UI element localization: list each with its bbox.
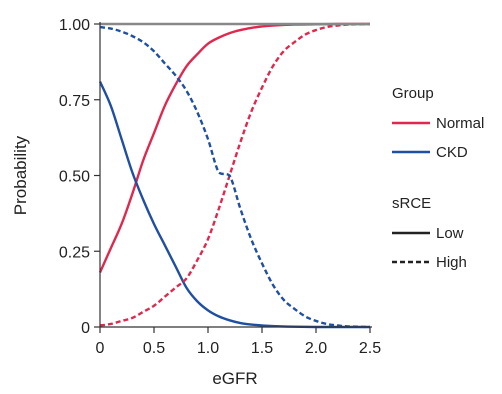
axes: 0 0.5 1.0 1.5 2.0 2.5 00.250.500.751.00 eGFR … [11,17,381,388]
legend-label: CKD [436,144,468,161]
x-ticks: 0 0.5 1.0 1.5 2.0 2.5 [96,327,381,357]
legend-title: sRCE [392,195,431,212]
legend-title: Group [392,85,434,102]
series-line-normal-low [98,22,370,273]
legend-label: Normal [436,115,484,132]
series-line-ckd-low [98,81,370,329]
x-tick-label: 2.5 [359,340,381,357]
x-tick-label: 1.0 [197,340,219,357]
y-tick-label: 0.25 [59,244,90,261]
x-tick-label: 1.5 [251,340,273,357]
y-tick-label: 1.00 [59,17,90,34]
y-tick-label: 0.75 [59,93,90,110]
x-tick-label: 2.0 [305,340,327,357]
legend-label: High [436,254,467,271]
y-tick-label: 0.50 [59,169,90,186]
y-tick-label: 0 [81,320,90,337]
series-line-normal-high [99,22,371,327]
y-axis-title: Probability [11,135,30,215]
legend-label: Low [436,225,464,242]
series-line-ckd-high [99,25,371,329]
x-tick-label: 0.5 [143,340,165,357]
x-axis-title: eGFR [212,369,257,388]
x-tick-label: 0 [96,340,105,357]
y-ticks: 0 0.25 0.50 0.75 1.00 [59,17,100,337]
plot-area [98,22,371,329]
